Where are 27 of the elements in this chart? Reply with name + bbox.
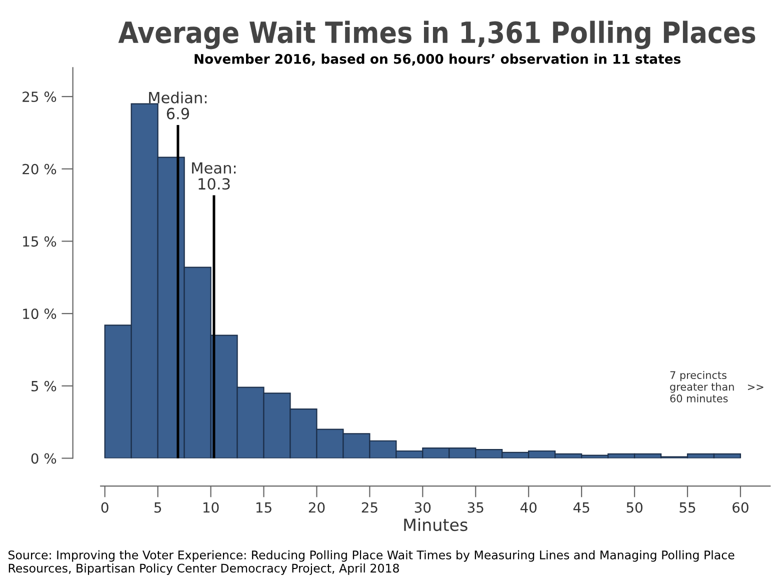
x-tick-label: 45 xyxy=(573,502,590,513)
x-tick-label: 5 xyxy=(154,502,162,513)
x-tick-label: 10 xyxy=(203,502,219,513)
y-tick-label: 0 % xyxy=(31,453,56,464)
chart-title: Average Wait Times in 1,361 Polling Places xyxy=(118,20,756,50)
annotation: 7 precincts greater than 60 minutes xyxy=(670,370,734,402)
chart-subtitle: November 2016, based on 56,000 hours’ observation in 11 states xyxy=(194,54,681,66)
annotation: >> xyxy=(748,384,764,390)
y-tick-label: 25 % xyxy=(22,92,56,102)
x-tick-label: 25 xyxy=(362,502,378,513)
x-tick-label: 30 xyxy=(414,502,431,513)
x-tick-label: 40 xyxy=(520,502,537,513)
x-tick-label: 15 xyxy=(256,502,272,513)
x-tick-label: 0 xyxy=(101,502,108,513)
source-note: Source: Improving the Voter Experience: Reducing Polling Place Wait Times by Measuring Lines and Managing Polling Place Resources, Bipartisan Policy Center Democracy Project, April 2018 xyxy=(8,550,734,575)
x-tick-label: 60 xyxy=(732,502,748,513)
x-tick-label: 20 xyxy=(308,502,325,513)
ref-line-label: Median: 6.9 xyxy=(149,92,207,120)
x-tick-label: 35 xyxy=(468,502,484,513)
ref-line-label: Mean: 10.3 xyxy=(192,162,236,190)
y-tick-label: 10 % xyxy=(23,308,56,320)
y-tick-label: 20 % xyxy=(22,164,56,174)
x-axis-title: Minutes xyxy=(404,518,468,532)
x-tick-label: 55 xyxy=(680,502,696,513)
y-tick-label: 5 % xyxy=(31,380,56,392)
x-tick-label: 50 xyxy=(626,502,642,513)
y-tick-label: 15 % xyxy=(23,236,56,247)
